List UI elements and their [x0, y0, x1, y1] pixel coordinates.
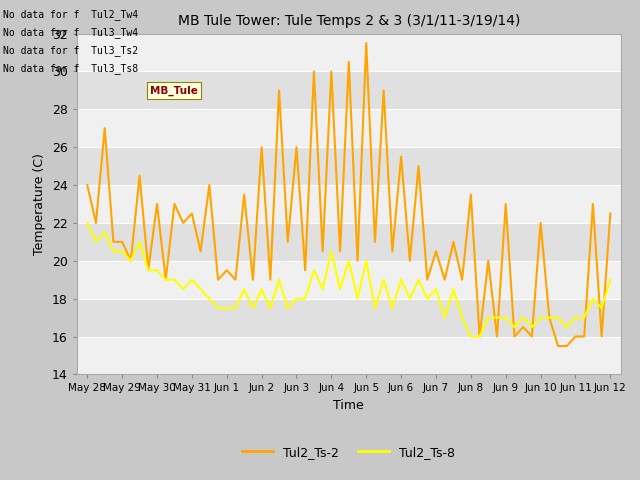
Bar [77, 185, 621, 223]
Bar [77, 299, 621, 336]
Bar [77, 147, 621, 185]
X-axis label: Time: Time [333, 399, 364, 412]
Bar [77, 109, 621, 147]
Y-axis label: Temperature (C): Temperature (C) [33, 153, 46, 255]
Text: MB_Tule: MB_Tule [150, 85, 198, 96]
Text: No data for f  Tul3_Tw4: No data for f Tul3_Tw4 [3, 27, 138, 38]
Text: No data for f  Tul3_Ts2: No data for f Tul3_Ts2 [3, 45, 138, 56]
Legend: Tul2_Ts-2, Tul2_Ts-8: Tul2_Ts-2, Tul2_Ts-8 [237, 441, 460, 464]
Bar [77, 72, 621, 109]
Bar [77, 336, 621, 374]
Text: No data for f  Tul2_Tw4: No data for f Tul2_Tw4 [3, 9, 138, 20]
Bar [77, 223, 621, 261]
Title: MB Tule Tower: Tule Temps 2 & 3 (3/1/11-3/19/14): MB Tule Tower: Tule Temps 2 & 3 (3/1/11-… [178, 14, 520, 28]
Text: No data for f  Tul3_Ts8: No data for f Tul3_Ts8 [3, 63, 138, 74]
Bar [77, 261, 621, 299]
Bar [77, 34, 621, 72]
